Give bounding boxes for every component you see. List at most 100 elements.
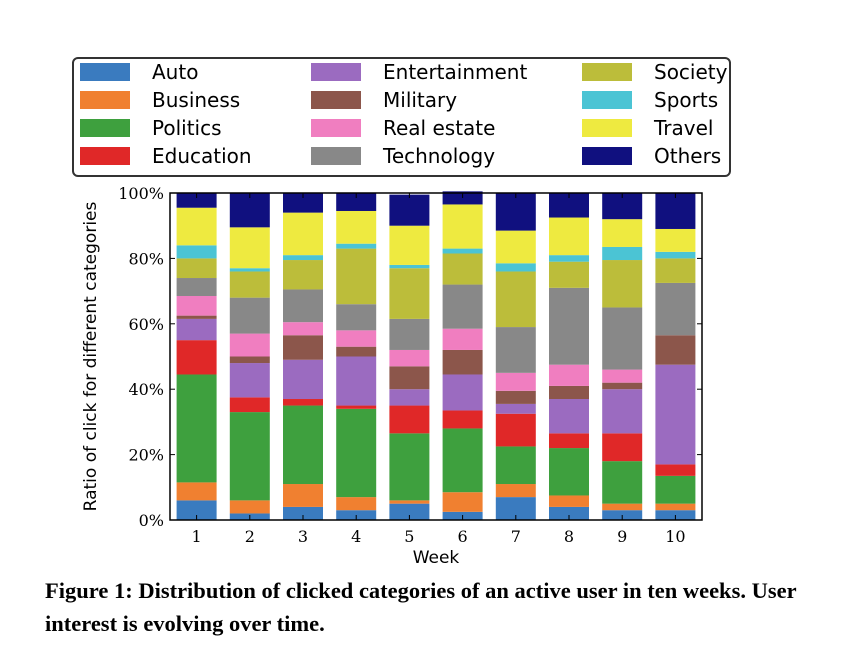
bar-segment-entertainment-week-2 xyxy=(229,363,270,398)
bar-segment-real-estate-week-1 xyxy=(176,296,217,316)
bar-segment-others-week-10 xyxy=(655,193,696,229)
bar-segment-travel-week-9 xyxy=(602,219,643,247)
bar-segment-business-week-6 xyxy=(442,492,483,512)
y-tick-label: 40% xyxy=(128,380,164,399)
bar-segment-education-week-4 xyxy=(336,405,377,409)
bar-segment-sports-week-6 xyxy=(442,248,483,254)
bar-segment-technology-week-4 xyxy=(336,304,377,331)
bar-segment-education-week-9 xyxy=(602,433,643,462)
bar-segment-military-week-3 xyxy=(283,335,323,360)
bar-segment-travel-week-7 xyxy=(495,230,536,264)
bar-segment-entertainment-week-8 xyxy=(549,399,589,434)
legend-label-real-estate: Real estate xyxy=(383,116,495,140)
bar-segment-politics-week-2 xyxy=(229,412,270,501)
bar-segment-society-week-9 xyxy=(602,260,643,308)
bar-segment-education-week-7 xyxy=(495,413,536,447)
bar-segment-business-week-8 xyxy=(549,495,589,507)
bar-segment-others-week-4 xyxy=(336,193,377,211)
bar-segment-auto-week-8 xyxy=(549,506,589,520)
x-tick-label: 1 xyxy=(192,527,202,546)
y-tick-label: 100% xyxy=(118,184,164,203)
bar-segment-politics-week-10 xyxy=(655,475,696,504)
bar-segment-real-estate-week-9 xyxy=(602,369,643,383)
legend-swatch-military xyxy=(311,91,361,109)
legend-frame xyxy=(72,57,731,177)
bar-segment-auto-week-7 xyxy=(495,497,536,520)
bar-segment-others-week-7 xyxy=(495,193,536,231)
bar-segment-society-week-10 xyxy=(655,258,696,283)
x-tick-label: 5 xyxy=(404,527,414,546)
legend-label-military: Military xyxy=(383,88,457,112)
bar-segment-entertainment-week-4 xyxy=(336,356,377,406)
bar-segment-sports-week-8 xyxy=(549,255,589,262)
bar-segment-sports-week-10 xyxy=(655,251,696,259)
bar-segment-education-week-6 xyxy=(442,410,483,429)
bar-segment-auto-week-1 xyxy=(176,500,217,520)
x-tick-label: 3 xyxy=(298,527,308,546)
y-tick-label: 0% xyxy=(139,511,164,530)
x-tick-label: 9 xyxy=(617,527,627,546)
bar-segment-education-week-5 xyxy=(389,405,430,434)
bar-segment-entertainment-week-7 xyxy=(495,403,536,414)
legend-swatch-others xyxy=(582,147,632,165)
bar-segment-sports-week-3 xyxy=(283,255,323,261)
legend-swatch-entertainment xyxy=(311,63,361,81)
bar-segment-politics-week-6 xyxy=(442,428,483,493)
axes: 0% 20% 40% 60% 80% 100% 1 2 3 4 5 6 7 8 9 10 Week Ratio o… xyxy=(81,184,703,568)
bar-segment-military-week-5 xyxy=(389,366,430,390)
bar-segment-business-week-4 xyxy=(336,497,377,511)
bar-segment-travel-week-5 xyxy=(389,225,430,265)
bar-segment-real-estate-week-8 xyxy=(549,364,589,386)
legend-label-politics: Politics xyxy=(152,116,222,140)
bar-segment-travel-week-3 xyxy=(283,212,323,256)
bar-segment-real-estate-week-5 xyxy=(389,349,430,367)
bar-segment-military-week-4 xyxy=(336,346,377,357)
legend-label-education: Education xyxy=(152,144,252,168)
bar-segment-sports-week-1 xyxy=(176,245,217,259)
bar-segment-real-estate-week-4 xyxy=(336,330,377,347)
bar-segment-military-week-6 xyxy=(442,349,483,375)
x-tick-label: 8 xyxy=(564,527,574,546)
legend-swatch-education xyxy=(80,147,130,165)
bar-segment-travel-week-6 xyxy=(442,204,483,249)
bar-segment-society-week-4 xyxy=(336,248,377,305)
bar-segment-entertainment-week-9 xyxy=(602,389,643,434)
bar-segment-society-week-1 xyxy=(176,258,217,279)
legend-swatch-travel xyxy=(582,119,632,137)
bar-segment-education-week-3 xyxy=(283,399,323,406)
bar-segment-politics-week-3 xyxy=(283,405,323,485)
plot-area xyxy=(176,191,696,520)
bar-segment-military-week-1 xyxy=(176,315,217,319)
legend: Auto Business Politics Education Entertainme… xyxy=(72,57,731,177)
figure-caption: Figure 1: Distribution of clicked catego… xyxy=(45,578,797,636)
bar-segment-entertainment-week-1 xyxy=(176,318,217,341)
bar-segment-real-estate-week-6 xyxy=(442,328,483,350)
y-tick-label: 20% xyxy=(128,446,164,465)
bar-segment-entertainment-week-6 xyxy=(442,374,483,411)
bar-segment-education-week-8 xyxy=(549,433,589,449)
bar-segment-travel-week-2 xyxy=(229,227,270,269)
bar-segment-technology-week-5 xyxy=(389,318,430,350)
bar-segment-society-week-8 xyxy=(549,261,589,288)
legend-label-travel: Travel xyxy=(653,116,713,140)
bar-segment-others-week-5 xyxy=(389,194,430,226)
bar-segment-travel-week-4 xyxy=(336,210,377,244)
bar-segment-society-week-2 xyxy=(229,271,270,298)
bar-segment-military-week-10 xyxy=(655,335,696,365)
bar-segment-sports-week-9 xyxy=(602,246,643,261)
legend-swatch-real-estate xyxy=(311,119,361,137)
legend-label-others: Others xyxy=(654,144,721,168)
bar-segment-society-week-6 xyxy=(442,253,483,285)
bar-segment-politics-week-7 xyxy=(495,446,536,485)
bar-segment-entertainment-week-5 xyxy=(389,389,430,406)
bar-segment-business-week-3 xyxy=(283,484,323,507)
legend-label-auto: Auto xyxy=(152,60,198,84)
stacked-bar-chart: Auto Business Politics Education Entertainme… xyxy=(72,57,731,568)
legend-swatch-business xyxy=(80,91,130,109)
bar-segment-society-week-5 xyxy=(389,268,430,319)
bar-segment-others-week-3 xyxy=(283,193,323,213)
bar-segment-sports-week-2 xyxy=(229,268,270,272)
bar-segment-politics-week-9 xyxy=(602,461,643,504)
y-tick-label: 60% xyxy=(128,315,164,334)
